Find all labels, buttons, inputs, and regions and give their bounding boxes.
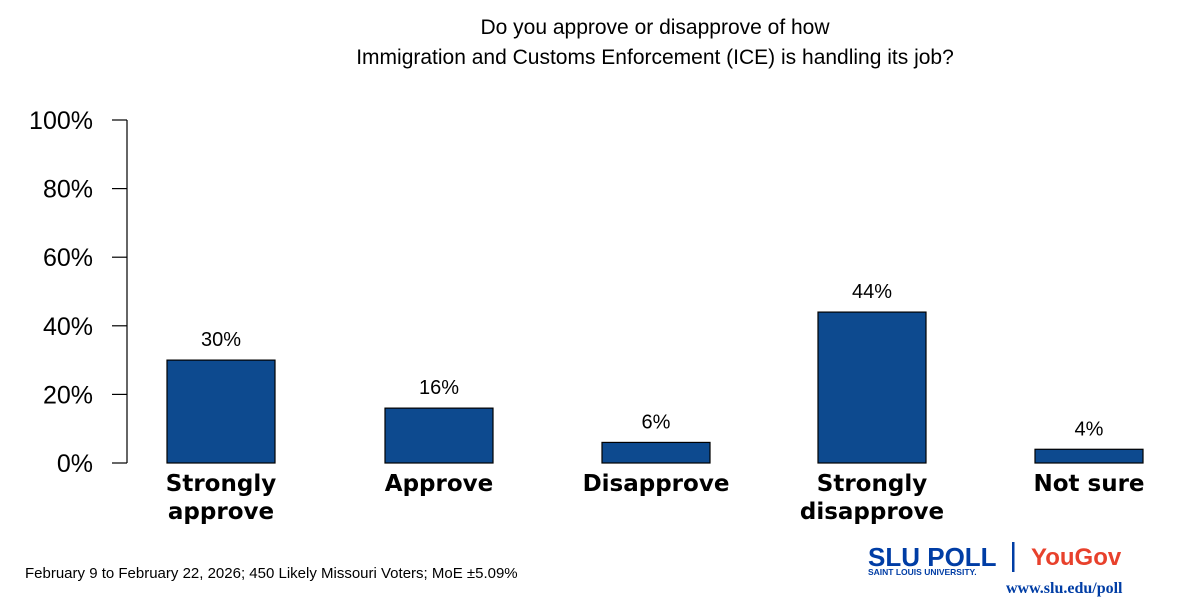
bar-1 (384, 407, 494, 464)
y-tick-label: 80% (43, 176, 93, 204)
bar-3 (817, 311, 927, 464)
data-label-1: 16% (419, 377, 459, 399)
data-labels: 30% 16% 6% 44% 4% (201, 281, 1104, 440)
data-label-4: 4% (1075, 418, 1104, 440)
slu-poll-logo-text: SLU POLL (868, 542, 997, 572)
y-axis: 0% 20% 40% 60% 80% 100% (29, 107, 128, 478)
x-category-label-0: Strongly (166, 471, 276, 497)
chart-title-line-2: Immigration and Customs Enforcement (ICE… (356, 46, 954, 69)
y-tick-label: 100% (29, 107, 93, 135)
y-tick-label: 0% (57, 450, 93, 478)
data-label-0: 30% (201, 329, 241, 351)
slu-university-text: SAINT LOUIS UNIVERSITY. (868, 567, 977, 577)
branding-logo: SLU POLL SAINT LOUIS UNIVERSITY. YouGov … (868, 542, 1123, 597)
x-category-label-0: approve (168, 499, 274, 525)
x-category-label-4: Not sure (1033, 471, 1144, 497)
chart-title-line-1: Do you approve or disapprove of how (480, 16, 830, 39)
footnote: February 9 to February 22, 2026; 450 Lik… (25, 565, 518, 582)
bars (166, 311, 1144, 464)
y-tick-label: 40% (43, 313, 93, 341)
yougov-logo-text: YouGov (1031, 544, 1122, 571)
x-category-label-1: Approve (385, 471, 493, 497)
bar-2 (601, 441, 711, 464)
logo-divider (1012, 542, 1015, 572)
x-category-label-3: Strongly (817, 471, 927, 497)
y-tick-label: 20% (43, 381, 93, 409)
poll-url: www.slu.edu/poll (1006, 580, 1123, 597)
data-label-2: 6% (642, 411, 671, 433)
x-category-label-3: disapprove (800, 499, 944, 525)
data-label-3: 44% (852, 281, 892, 303)
bar-0 (166, 359, 276, 464)
x-category-label-2: Disapprove (583, 471, 730, 497)
chart-title: Do you approve or disapprove of how Immig… (356, 16, 954, 69)
y-tick-label: 60% (43, 244, 93, 272)
bar-4 (1034, 448, 1144, 464)
